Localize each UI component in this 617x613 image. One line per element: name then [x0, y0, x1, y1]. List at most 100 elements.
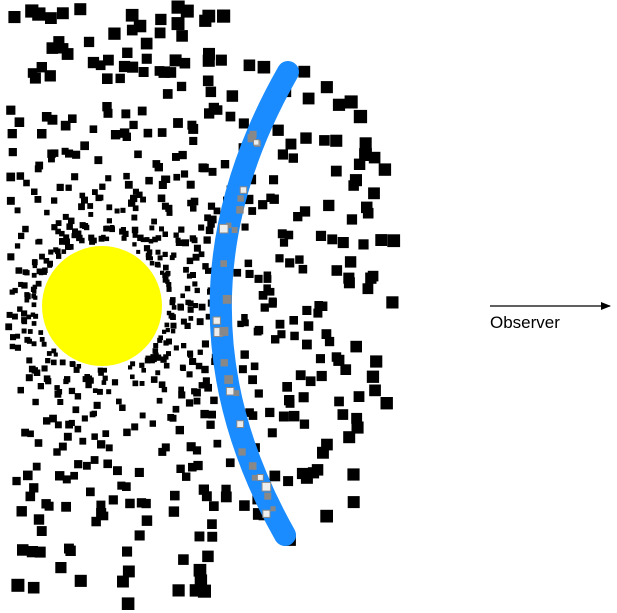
particle: [92, 388, 98, 393]
particle: [237, 320, 244, 328]
particle: [202, 550, 214, 563]
particle: [254, 325, 264, 335]
particle: [187, 300, 194, 307]
particle: [265, 407, 275, 418]
particle: [148, 256, 153, 261]
particle: [12, 476, 21, 486]
observer-label: Observer: [490, 313, 560, 332]
particle: [36, 526, 47, 536]
particle: [87, 377, 94, 384]
particle: [141, 515, 153, 526]
particle: [250, 362, 259, 371]
particle: [224, 375, 233, 384]
particle: [28, 365, 36, 373]
particle: [114, 208, 120, 214]
particle: [45, 378, 52, 385]
particle: [187, 199, 194, 207]
particle: [31, 302, 37, 308]
particle: [102, 73, 113, 84]
particle: [84, 374, 90, 380]
particle: [315, 354, 325, 364]
particle: [166, 351, 171, 357]
particle: [225, 387, 235, 396]
particle: [16, 506, 27, 517]
particle: [60, 120, 71, 131]
particle: [103, 459, 112, 469]
particle: [165, 328, 170, 333]
particle: [178, 386, 184, 393]
particle: [123, 428, 131, 437]
particle: [72, 406, 80, 414]
particle: [95, 60, 106, 71]
particle: [283, 476, 294, 487]
particle: [313, 308, 323, 318]
particle: [66, 223, 73, 230]
particle: [59, 238, 65, 244]
particle: [102, 430, 110, 437]
particle: [102, 102, 112, 112]
particle: [155, 235, 162, 241]
particle: [277, 149, 288, 160]
particle: [239, 500, 250, 511]
particle: [248, 375, 257, 385]
particle: [233, 268, 242, 277]
particle: [188, 316, 194, 321]
particle: [219, 223, 229, 234]
particle: [321, 329, 332, 339]
particle: [55, 471, 65, 481]
particle: [10, 334, 17, 341]
particle: [367, 270, 379, 282]
particle: [101, 380, 107, 385]
particle: [80, 141, 89, 151]
particle: [204, 108, 215, 119]
particle: [119, 404, 126, 411]
particle: [275, 254, 284, 263]
particle: [16, 172, 25, 180]
particle: [156, 356, 162, 361]
particle: [150, 376, 158, 383]
particle: [238, 118, 249, 129]
dust-cloud: [5, 0, 401, 610]
particle: [237, 195, 244, 202]
particle: [248, 411, 258, 420]
particle: [71, 233, 77, 239]
particle: [72, 150, 81, 159]
particle: [6, 172, 16, 182]
particle: [263, 271, 272, 279]
particle: [186, 180, 195, 189]
particle: [21, 428, 29, 437]
particle: [193, 388, 201, 397]
particle: [121, 597, 135, 610]
particle: [175, 237, 181, 243]
particle: [8, 11, 21, 24]
particle: [199, 14, 212, 27]
particle: [254, 274, 263, 283]
particle: [162, 231, 168, 237]
particle: [180, 293, 185, 299]
particle: [46, 351, 52, 356]
particle: [29, 483, 39, 493]
particle: [27, 329, 33, 334]
particle: [182, 472, 191, 481]
particle: [321, 438, 333, 451]
particle: [305, 376, 316, 387]
particle: [89, 411, 96, 418]
particle: [187, 306, 194, 313]
particle: [253, 139, 260, 146]
particle: [155, 249, 161, 255]
particle: [334, 396, 344, 407]
particle: [268, 297, 277, 306]
particle: [346, 214, 358, 225]
particle: [317, 446, 329, 459]
particle: [202, 377, 210, 385]
particle: [68, 217, 75, 225]
particle: [132, 232, 138, 238]
particle: [68, 419, 75, 426]
particle: [91, 237, 97, 244]
particle: [290, 331, 299, 341]
particle: [195, 362, 203, 370]
particle: [75, 230, 82, 237]
particle: [343, 277, 355, 289]
particle: [127, 61, 139, 73]
particle: [186, 273, 192, 279]
